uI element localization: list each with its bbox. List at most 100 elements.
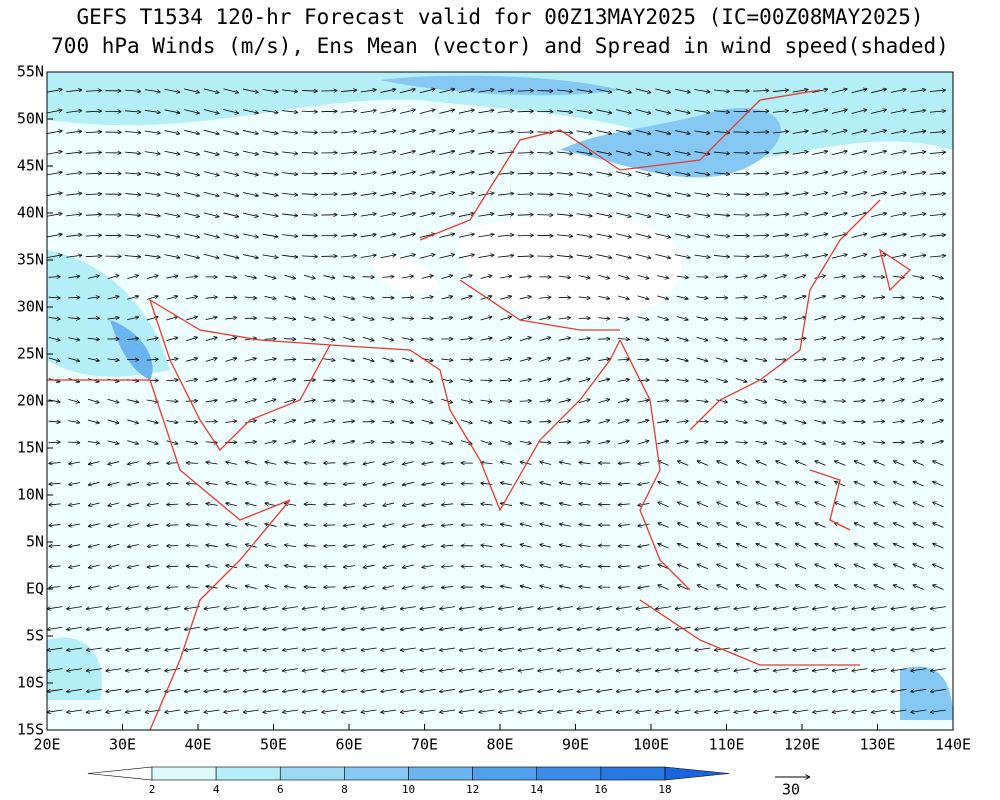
wind-vector — [498, 193, 514, 195]
wind-vector — [635, 191, 652, 196]
wind-vector — [912, 297, 924, 298]
wind-vector — [262, 254, 279, 258]
colorbar-label: 8 — [341, 783, 348, 796]
wind-vector — [851, 172, 868, 176]
wind-vector — [596, 233, 612, 237]
wind-vector — [343, 462, 355, 464]
wind-vector — [186, 296, 198, 300]
wind-vector — [697, 461, 709, 466]
wind-vector — [164, 171, 180, 175]
wind-vector — [812, 234, 828, 238]
wind-vector — [615, 212, 632, 217]
wind-vector — [265, 544, 277, 548]
wind-vector — [203, 171, 220, 176]
wind-vector — [223, 171, 239, 176]
wind-vector — [439, 172, 455, 176]
wind-vector — [421, 275, 434, 279]
wind-vector — [637, 316, 650, 320]
wind-vector — [108, 461, 120, 465]
wind-vector — [912, 442, 924, 444]
wind-vector — [853, 441, 865, 443]
wind-vector — [774, 378, 787, 382]
wind-vector — [676, 316, 688, 320]
wind-vector — [792, 255, 809, 258]
wind-vector — [363, 502, 375, 506]
wind-vector — [498, 255, 514, 257]
wind-vector — [873, 461, 885, 466]
wind-vector — [47, 151, 63, 155]
wind-vector — [144, 192, 161, 195]
wind-vector — [480, 317, 493, 321]
wind-vector — [873, 400, 885, 402]
wind-vector — [559, 400, 571, 403]
wind-vector — [458, 172, 475, 176]
wind-vector — [517, 111, 534, 112]
wind-vector — [166, 380, 178, 381]
wind-vector — [775, 523, 787, 528]
wind-vector — [284, 295, 296, 299]
wind-vector — [596, 171, 612, 175]
wind-vector — [360, 234, 377, 238]
wind-vector — [301, 235, 318, 236]
wind-vector — [146, 338, 159, 341]
wind-vector — [127, 275, 138, 280]
wind-vector — [735, 442, 748, 443]
wind-vector — [792, 110, 809, 114]
wind-vector — [419, 192, 436, 197]
wind-vector — [537, 111, 553, 112]
wind-vector — [205, 337, 218, 342]
wind-vector — [774, 440, 787, 444]
wind-vector — [814, 338, 826, 341]
wind-vector — [617, 295, 630, 299]
wind-vector — [929, 256, 946, 257]
wind-vector — [655, 109, 671, 114]
wind-vector — [478, 131, 495, 134]
wind-vector — [657, 295, 669, 299]
wind-vector — [304, 525, 316, 526]
wind-vector — [166, 566, 179, 567]
wind-vector — [890, 151, 907, 155]
wind-vector — [301, 214, 318, 215]
wind-vector — [615, 171, 632, 176]
wind-vector — [932, 274, 944, 278]
wind-vector — [88, 461, 100, 465]
wind-vector — [812, 192, 828, 197]
wind-vector — [303, 274, 316, 278]
wind-vector — [716, 461, 728, 466]
wind-vector — [794, 419, 806, 423]
lon-tick-label: 100E — [633, 736, 669, 754]
wind-vector — [340, 214, 357, 215]
wind-vector — [245, 544, 257, 548]
lat-tick-label: 50N — [17, 110, 44, 128]
wind-vector — [164, 150, 180, 154]
wind-vector — [460, 399, 473, 403]
wind-vector — [500, 483, 513, 485]
wind-vector — [637, 359, 649, 360]
wind-vector — [559, 358, 570, 362]
wind-vector — [360, 214, 377, 217]
wind-vector — [144, 213, 161, 216]
wind-vector — [755, 358, 767, 360]
wind-vector — [147, 545, 159, 547]
wind-vector — [419, 151, 436, 156]
wind-vector — [831, 89, 848, 94]
wind-vector — [439, 213, 455, 218]
wind-vector — [284, 274, 295, 279]
wind-vector — [696, 357, 709, 361]
wind-vector — [382, 523, 395, 527]
wind-vector — [264, 420, 277, 424]
wind-vector — [340, 131, 357, 132]
wind-vector — [458, 110, 475, 114]
wind-vector — [890, 172, 907, 176]
lon-tick-label: 60E — [335, 736, 362, 754]
wind-vector — [539, 442, 551, 443]
wind-vector — [932, 399, 943, 404]
wind-vector — [736, 481, 748, 487]
wind-vector — [893, 502, 905, 508]
wind-vector — [458, 89, 475, 93]
wind-vector — [596, 254, 612, 258]
lat-tick-label: 5N — [26, 533, 44, 551]
wind-vector — [753, 194, 769, 195]
wind-vector — [206, 503, 218, 505]
wind-vector — [185, 379, 198, 381]
